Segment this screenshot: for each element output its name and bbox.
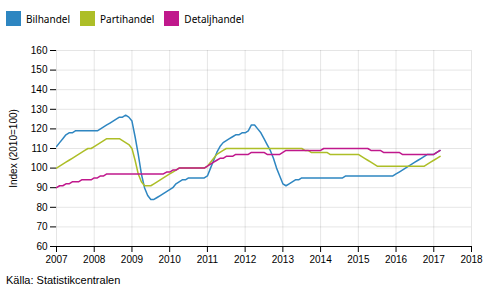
svg-text:Index (2010=100): Index (2010=100) [8, 109, 19, 188]
html-text:Bilhandel: Bilhandel [26, 11, 70, 26]
svg-text:120: 120 [31, 123, 48, 134]
svg-text:2010: 2010 [159, 254, 182, 265]
html-text:Detaljhandel: Detaljhandel [184, 11, 244, 26]
svg-text:60: 60 [36, 241, 48, 252]
svg-text:140: 140 [31, 84, 48, 95]
svg-text:2015: 2015 [347, 254, 370, 265]
svg-text:2007: 2007 [45, 254, 68, 265]
svg-text:2013: 2013 [272, 254, 295, 265]
svg-text:2011: 2011 [197, 254, 219, 265]
html-text:Partihandel: Partihandel [100, 11, 155, 26]
svg-text:110: 110 [32, 143, 48, 154]
svg-text:2016: 2016 [385, 254, 408, 265]
svg-text:130: 130 [31, 104, 48, 115]
svg-text:90: 90 [36, 182, 48, 193]
svg-text:2008: 2008 [83, 254, 106, 265]
svg-text:160: 160 [31, 45, 48, 56]
svg-text:2017: 2017 [423, 254, 446, 265]
svg-text:100: 100 [31, 162, 48, 173]
svg-text:2012: 2012 [234, 254, 257, 265]
svg-text:2018: 2018 [460, 254, 483, 265]
html-text:Källa: Statistikcentralen: Källa: Statistikcentralen [6, 274, 121, 286]
svg-text:70: 70 [36, 221, 48, 232]
svg-text:150: 150 [31, 64, 48, 75]
svg-text:2009: 2009 [121, 254, 144, 265]
svg-text:80: 80 [36, 202, 48, 213]
svg-text:2014: 2014 [309, 254, 332, 265]
